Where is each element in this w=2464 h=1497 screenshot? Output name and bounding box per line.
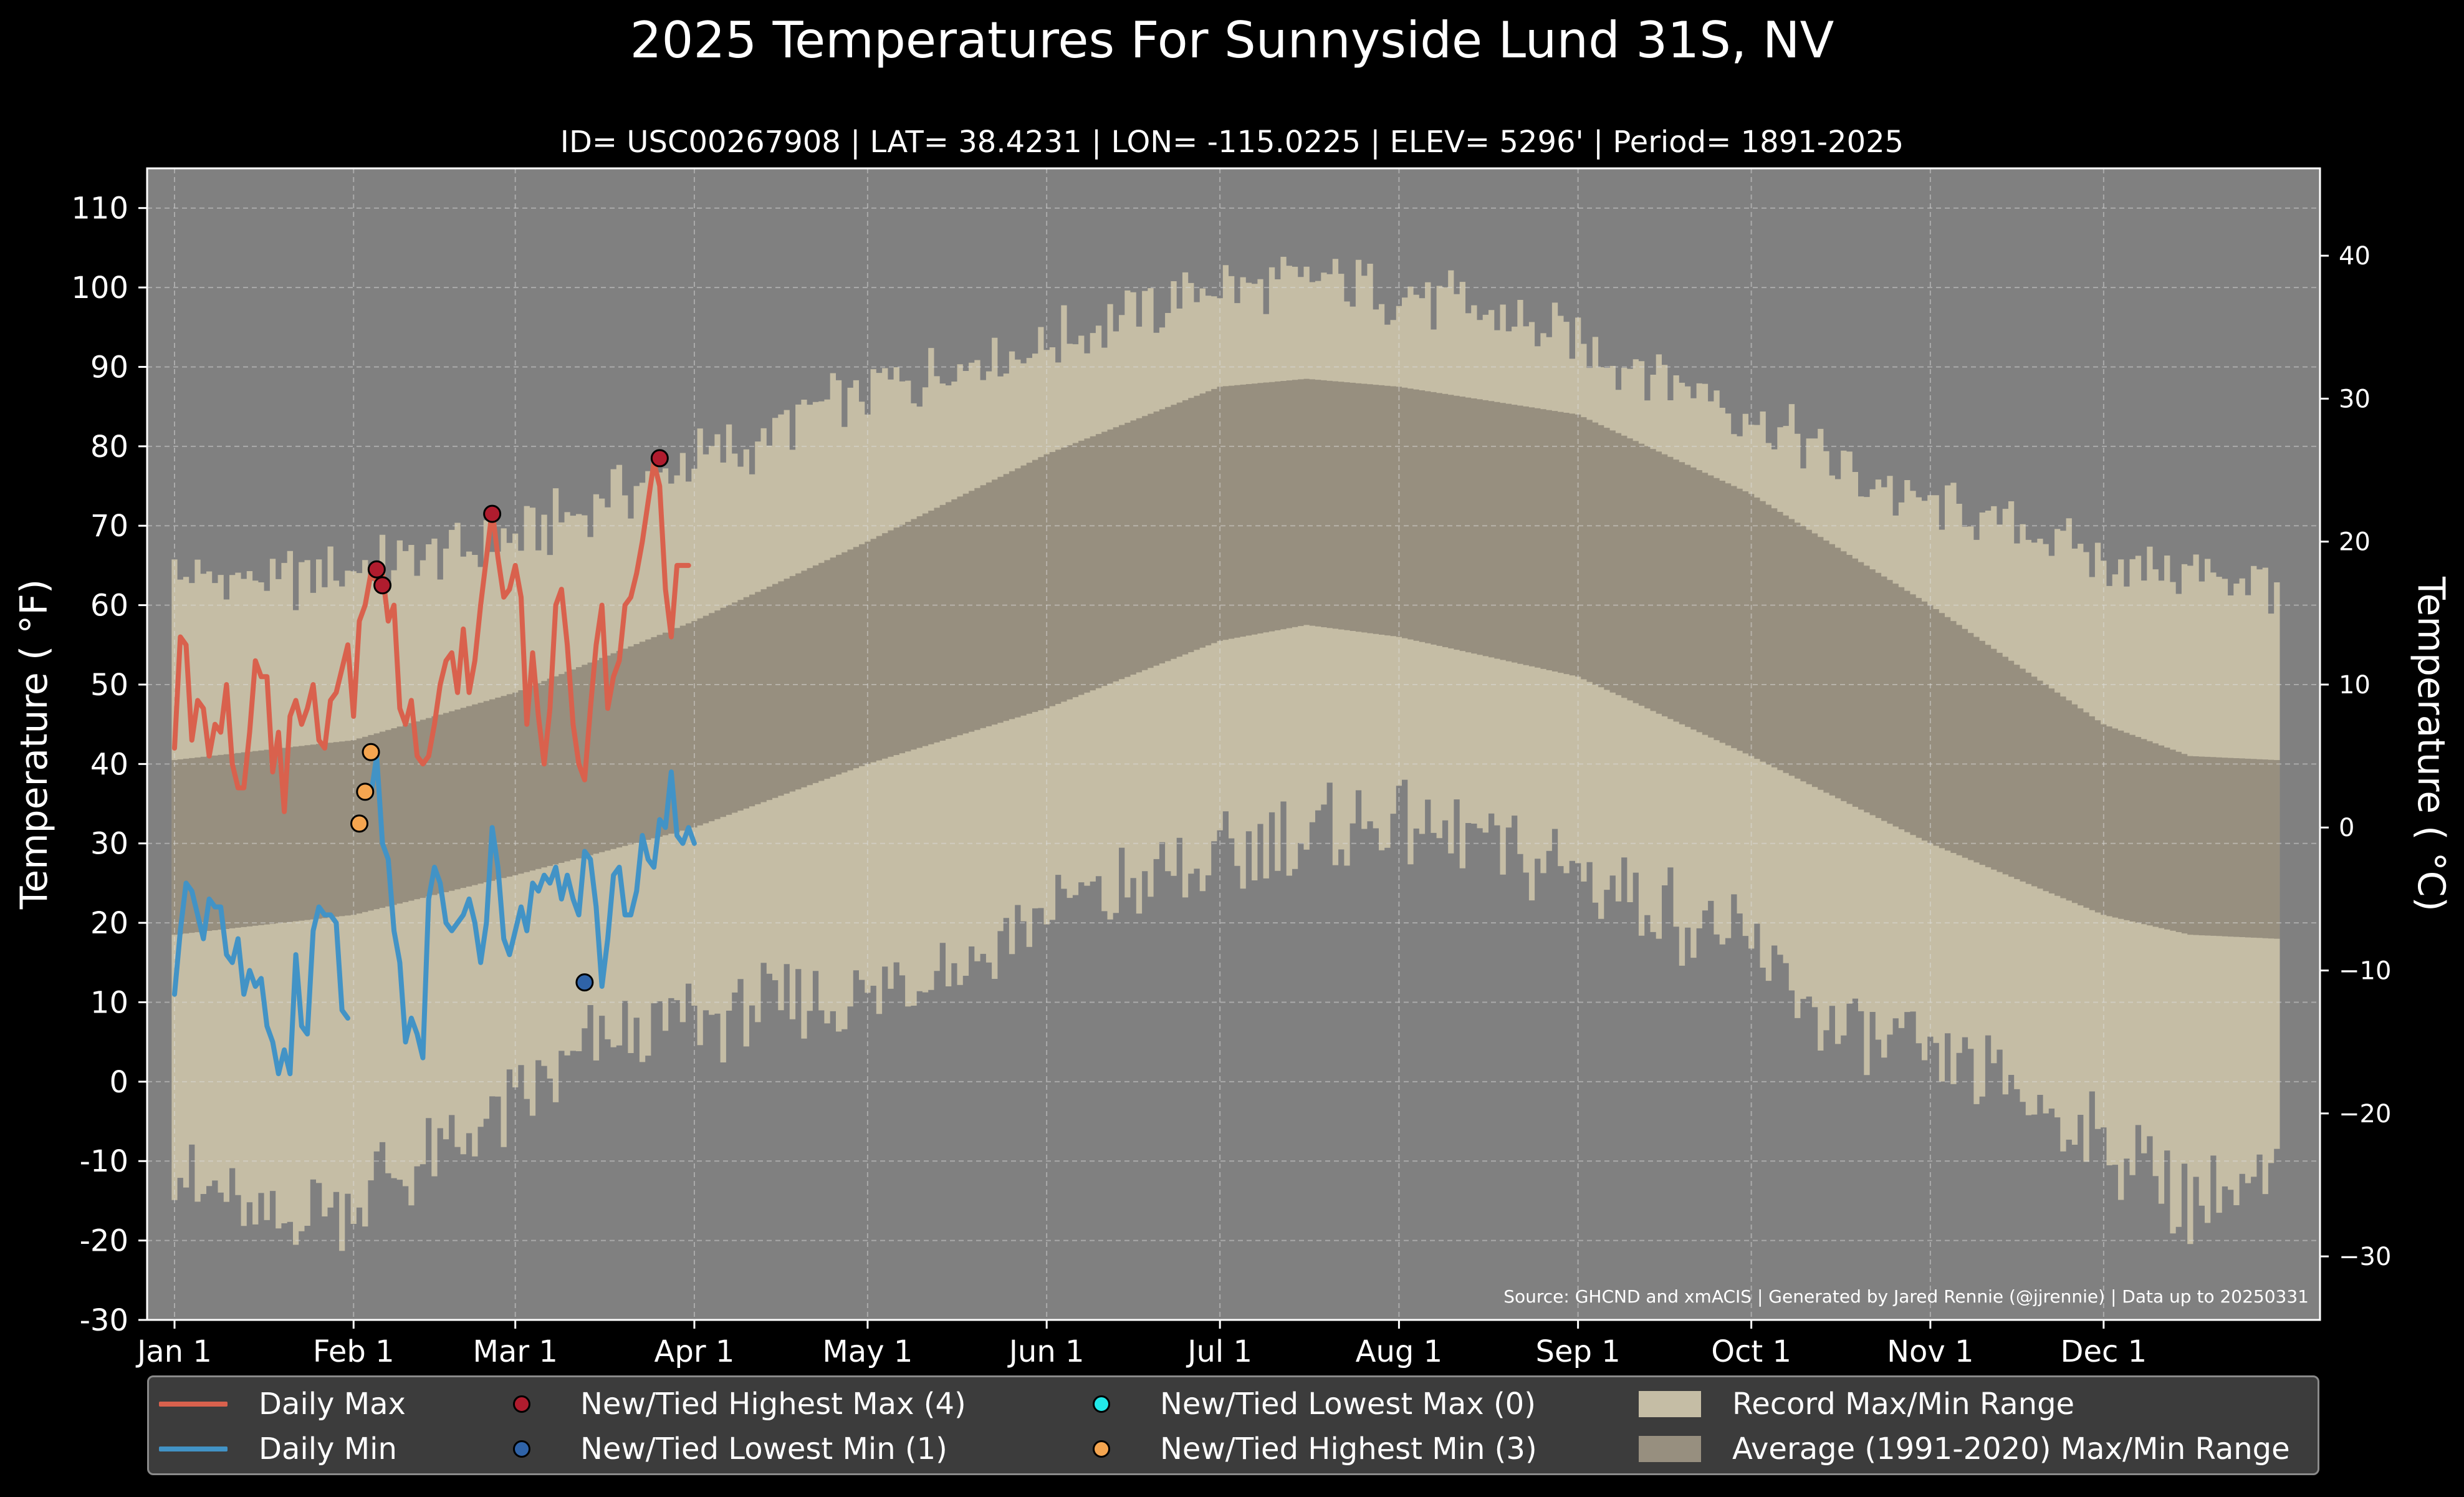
average-range-band [171,378,2280,939]
y-tick-label: -10 [80,1144,128,1179]
legend-label: Daily Max [259,1387,406,1422]
daily-min-line [172,753,697,1077]
y-tick-label: 10 [90,985,128,1020]
circle-marker-icon [513,1440,530,1458]
patch-swatch [1639,1436,1701,1462]
y2-tick-label: 40 [2339,242,2371,271]
circle-marker-icon [513,1395,530,1413]
new-lowest-min-marker [575,973,594,992]
legend-label: New/Tied Lowest Max (0) [1160,1387,1536,1422]
line-swatch [159,1402,228,1407]
y2-tick-label: 30 [2339,385,2371,413]
y-tick-label: 50 [90,668,128,703]
x-tick-label: Oct 1 [1711,1334,1791,1369]
new-highest-min-marker [350,814,369,833]
new-highest-min-marker [356,782,375,801]
legend-record-range: Record Max/Min Range [1639,1382,2074,1426]
new-highest-min-marker [362,743,380,761]
new-highest-max-marker [483,504,502,523]
legend-label: Daily Min [259,1432,397,1466]
x-tick-label: Jul 1 [1186,1334,1252,1369]
y-tick-label: 70 [90,509,128,544]
y-tick-label: 60 [90,589,128,623]
legend: Daily Max Daily Min New/Tied Highest Max… [147,1375,2319,1475]
y-tick-label: 40 [90,747,128,782]
new-highest-max-marker [650,449,669,468]
y-tick-label: 100 [71,271,128,306]
x-tick-label: Jan 1 [135,1334,212,1369]
y-tick-label: 80 [90,430,128,465]
chart-subtitle: ID= USC00267908 | LAT= 38.4231 | LON= -1… [560,125,1904,160]
circle-marker-icon [1093,1440,1110,1458]
y-tick-label: 110 [71,191,128,226]
patch-swatch [1639,1391,1701,1417]
x-tick-label: Nov 1 [1887,1334,1973,1369]
y2-tick-label: −10 [2339,957,2391,986]
legend-daily-max: Daily Max [159,1382,406,1426]
y-tick-label: 0 [109,1065,128,1100]
plot-frame [146,167,2321,1321]
circle-marker-icon [1093,1395,1110,1413]
chart-title: 2025 Temperatures For Sunnyside Lund 31S… [630,11,1834,69]
x-tick-label: Aug 1 [1356,1334,1443,1369]
y-axis-label: Temperature ( °F) [12,579,56,910]
y2-tick-label: −20 [2339,1100,2391,1129]
x-tick-label: Sep 1 [1536,1334,1621,1369]
legend-label: New/Tied Highest Max (4) [580,1387,966,1422]
x-tick-label: Mar 1 [473,1334,558,1369]
y2-tick-label: −30 [2339,1243,2391,1271]
x-tick-label: Dec 1 [2061,1334,2147,1369]
legend-label: New/Tied Highest Min (3) [1160,1432,1537,1466]
y2-tick-label: 10 [2339,671,2371,700]
legend-daily-min: Daily Min [159,1427,397,1471]
y-tick-label: 90 [90,350,128,385]
legend-new-highest-min: New/Tied Highest Min (3) [1065,1427,1537,1471]
y-tick-label: 30 [90,827,128,862]
legend-new-lowest-min: New/Tied Lowest Min (1) [486,1427,947,1471]
y2-tick-label: 20 [2339,528,2371,557]
x-tick-label: Apr 1 [654,1334,735,1369]
new-highest-max-marker [373,576,392,595]
legend-average-range: Average (1991-2020) Max/Min Range [1639,1427,2290,1471]
y-tick-label: -30 [80,1303,128,1338]
source-note: Source: GHCND and xmACIS | Generated by … [1503,1286,2309,1307]
legend-new-highest-max: New/Tied Highest Max (4) [486,1382,966,1426]
new-highest-max-marker [367,560,386,579]
legend-label: Record Max/Min Range [1732,1387,2075,1422]
x-tick-label: Feb 1 [313,1334,395,1369]
legend-label: New/Tied Lowest Min (1) [580,1432,947,1466]
y-tick-label: 20 [90,906,128,941]
x-tick-label: Jun 1 [1007,1334,1085,1369]
legend-new-lowest-max: New/Tied Lowest Max (0) [1065,1382,1536,1426]
y-tick-label: -20 [80,1224,128,1259]
y2-axis-label: Temperature ( °C) [2409,576,2453,912]
x-tick-label: May 1 [822,1334,913,1369]
y2-tick-label: 0 [2339,814,2354,842]
daily-max-line [172,460,691,814]
legend-label: Average (1991-2020) Max/Min Range [1732,1432,2290,1466]
line-swatch [159,1446,228,1451]
